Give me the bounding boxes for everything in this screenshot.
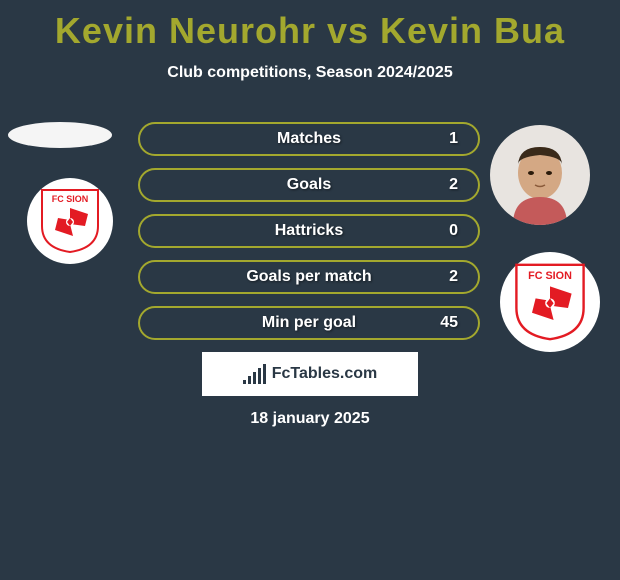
stat-label: Min per goal [262, 314, 356, 332]
stat-label: Goals [287, 176, 331, 194]
stat-row: Hattricks 0 [138, 214, 480, 248]
club-name-text: FC SION [528, 270, 572, 282]
stat-row: Goals per match 2 [138, 260, 480, 294]
brand-text: FcTables.com [272, 365, 378, 383]
player-face-icon [495, 135, 585, 225]
player2-club-logo: FC SION [500, 252, 600, 352]
date-text: 18 january 2025 [0, 410, 620, 428]
stat-row: Matches 1 [138, 122, 480, 156]
stats-list: Matches 1 Goals 2 Hattricks 0 Goals per match 2… [138, 122, 480, 352]
player2-avatar [490, 125, 590, 225]
chart-bars-icon [243, 364, 266, 384]
club-name-text: FC SION [52, 194, 89, 204]
player1-club-logo: FC SION [27, 178, 113, 264]
stat-value: 1 [449, 130, 458, 148]
stat-label: Hattricks [275, 222, 343, 240]
subtitle: Club competitions, Season 2024/2025 [0, 64, 620, 82]
stat-row: Min per goal 45 [138, 306, 480, 340]
stat-value: 2 [449, 268, 458, 286]
fc-sion-shield-icon: FC SION [514, 262, 586, 342]
stat-row: Goals 2 [138, 168, 480, 202]
page-title: Kevin Neurohr vs Kevin Bua [0, 0, 620, 52]
stat-label: Matches [277, 130, 341, 148]
fc-sion-shield-icon: FC SION [40, 188, 100, 254]
stat-label: Goals per match [246, 268, 371, 286]
brand-badge: FcTables.com [202, 352, 418, 396]
stat-value: 2 [449, 176, 458, 194]
player1-avatar-placeholder [8, 122, 112, 148]
stat-value: 0 [449, 222, 458, 240]
stat-value: 45 [440, 314, 458, 332]
